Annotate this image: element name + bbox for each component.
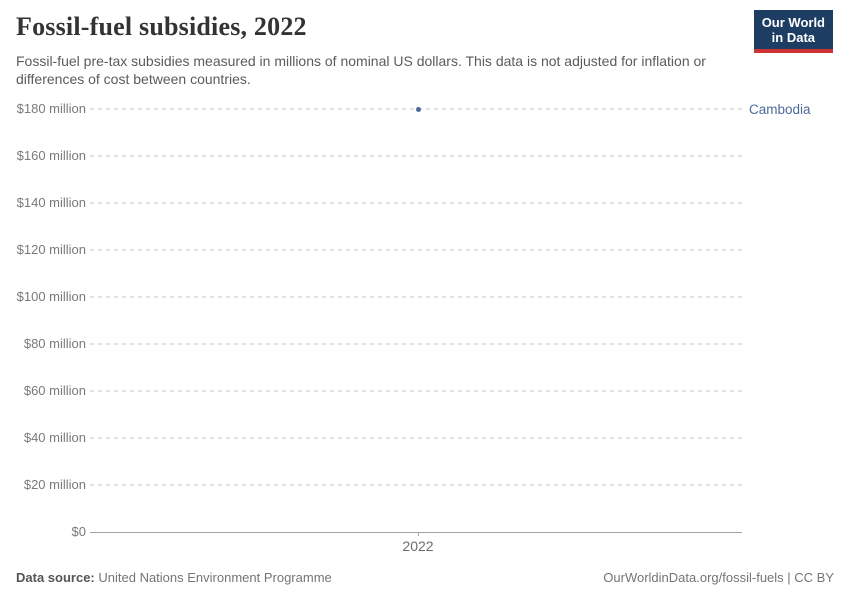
y-gridline: [90, 390, 742, 392]
chart-title: Fossil-fuel subsidies, 2022: [16, 12, 307, 41]
y-axis-tick-label: $120 million: [16, 242, 86, 257]
y-axis-tick-label: $80 million: [23, 336, 86, 351]
entity-label-cambodia[interactable]: Cambodia: [749, 102, 811, 117]
y-gridline: [90, 249, 742, 251]
owid-logo-line1: Our World: [761, 15, 825, 30]
chart-footer: Data source: United Nations Environment …: [16, 570, 834, 585]
y-axis-tick-label: $180 million: [16, 101, 86, 116]
y-gridline: [90, 343, 742, 345]
y-gridline: [90, 484, 742, 486]
y-axis-tick-label: $160 million: [16, 148, 86, 163]
owid-logo-line2: in Data: [771, 30, 816, 45]
owid-logo[interactable]: Our World in Data: [753, 10, 833, 53]
x-axis-tick-label: 2022: [402, 538, 434, 554]
y-gridline: [90, 437, 742, 439]
y-axis-tick-label: $100 million: [16, 289, 86, 304]
y-gridline: [90, 202, 742, 204]
y-axis-tick-label: $140 million: [16, 195, 86, 210]
chart-subtitle: Fossil-fuel pre-tax subsidies measured i…: [16, 53, 706, 87]
x-axis-line: [90, 532, 742, 533]
y-axis-tick-label: $0: [71, 524, 86, 539]
data-source-value: United Nations Environment Programme: [98, 570, 332, 585]
y-gridline: [90, 155, 742, 157]
y-axis-tick-label: $20 million: [23, 477, 86, 492]
data-source-label: Data source:: [16, 570, 95, 585]
footer-credit-link[interactable]: OurWorldinData.org/fossil-fuels | CC BY: [603, 570, 834, 585]
y-axis-tick-label: $40 million: [23, 430, 86, 445]
x-axis-tick: [418, 532, 419, 536]
data-source-note: Data source: United Nations Environment …: [16, 570, 332, 585]
data-point-cambodia[interactable]: [415, 106, 421, 112]
y-axis-tick-label: $60 million: [23, 383, 86, 398]
y-gridline: [90, 296, 742, 298]
